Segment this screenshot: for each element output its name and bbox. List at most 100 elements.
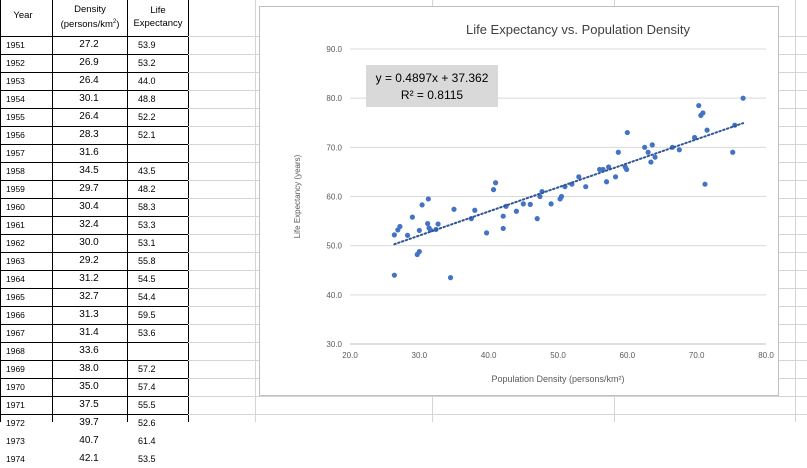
cell-year[interactable]: 1963 bbox=[6, 256, 25, 266]
data-point[interactable] bbox=[615, 149, 621, 155]
data-point[interactable] bbox=[652, 154, 658, 160]
cell-life-expectancy[interactable]: 53.1 bbox=[138, 238, 156, 248]
cell-density[interactable]: 31.2 bbox=[79, 273, 99, 284]
data-point[interactable] bbox=[435, 221, 441, 227]
data-point[interactable] bbox=[416, 248, 422, 255]
cell-density[interactable]: 29.7 bbox=[79, 183, 99, 194]
data-point[interactable] bbox=[425, 220, 431, 227]
data-point[interactable] bbox=[645, 149, 651, 155]
cell-density[interactable]: 31.4 bbox=[79, 327, 99, 338]
cell-density[interactable]: 29.2 bbox=[79, 255, 99, 266]
cell-life-expectancy[interactable]: 44.0 bbox=[138, 76, 156, 86]
cell-year[interactable]: 1968 bbox=[6, 346, 25, 356]
data-point[interactable] bbox=[704, 127, 710, 133]
cell-density[interactable]: 30.1 bbox=[79, 93, 99, 104]
cell-life-expectancy[interactable]: 53.6 bbox=[138, 328, 156, 338]
data-point[interactable] bbox=[404, 232, 411, 238]
cell-density[interactable]: 40.7 bbox=[79, 435, 99, 446]
data-point[interactable] bbox=[696, 102, 702, 109]
cell-density[interactable]: 37.5 bbox=[79, 399, 99, 410]
cell-life-expectancy[interactable]: 57.2 bbox=[138, 364, 156, 374]
trendline-label[interactable]: y = 0.4897x + 37.362 R² = 0.8115 bbox=[366, 65, 498, 107]
cell-year[interactable]: 1951 bbox=[6, 40, 25, 50]
data-point[interactable] bbox=[500, 225, 506, 232]
cell-life-expectancy[interactable]: 57.4 bbox=[138, 382, 156, 392]
cell-life-expectancy[interactable]: 52.6 bbox=[138, 418, 156, 428]
cell-life-expectancy[interactable]: 52.1 bbox=[138, 130, 156, 140]
cell-year[interactable]: 1962 bbox=[6, 238, 25, 248]
data-point[interactable] bbox=[740, 95, 746, 101]
data-point[interactable] bbox=[472, 207, 478, 213]
cell-density[interactable]: 31.3 bbox=[79, 309, 99, 320]
data-point[interactable] bbox=[483, 230, 490, 236]
cell-density[interactable]: 30.0 bbox=[79, 237, 99, 248]
data-point[interactable] bbox=[451, 206, 457, 212]
cell-density[interactable]: 30.4 bbox=[79, 201, 99, 212]
trendline[interactable] bbox=[393, 122, 745, 246]
cell-year[interactable]: 1966 bbox=[6, 310, 25, 320]
data-point[interactable] bbox=[419, 202, 425, 208]
cell-year[interactable]: 1961 bbox=[6, 220, 25, 230]
data-point[interactable] bbox=[391, 272, 397, 278]
cell-year[interactable]: 1969 bbox=[6, 364, 25, 374]
cell-year[interactable]: 1965 bbox=[6, 292, 25, 302]
cell-density[interactable]: 28.3 bbox=[79, 129, 99, 140]
data-point[interactable] bbox=[397, 223, 403, 230]
cell-density[interactable]: 26.4 bbox=[79, 111, 99, 122]
data-point[interactable] bbox=[537, 193, 543, 200]
cell-year[interactable]: 1957 bbox=[6, 148, 25, 158]
cell-life-expectancy[interactable]: 53.3 bbox=[138, 220, 156, 230]
cell-year[interactable]: 1960 bbox=[6, 202, 25, 212]
cell-year[interactable]: 1964 bbox=[6, 274, 25, 284]
data-point[interactable] bbox=[490, 187, 497, 193]
data-point[interactable] bbox=[612, 174, 619, 180]
data-point[interactable] bbox=[603, 179, 610, 185]
cell-year[interactable]: 1971 bbox=[6, 400, 25, 410]
cell-density[interactable]: 26.4 bbox=[79, 75, 99, 86]
cell-life-expectancy[interactable]: 58.3 bbox=[138, 202, 156, 212]
header-density[interactable]: Density (persons/km2) bbox=[52, 3, 128, 39]
cell-density[interactable]: 38.0 bbox=[79, 363, 99, 374]
data-point[interactable] bbox=[425, 196, 431, 202]
data-point[interactable] bbox=[391, 232, 397, 238]
chart-area[interactable]: Life Expectancy vs. Population Density 30… bbox=[259, 6, 779, 396]
cell-year[interactable]: 1954 bbox=[6, 94, 25, 104]
data-point[interactable] bbox=[409, 214, 415, 220]
data-point[interactable] bbox=[500, 213, 506, 219]
cell-life-expectancy[interactable]: 59.5 bbox=[138, 310, 156, 320]
data-point[interactable] bbox=[624, 166, 630, 173]
cell-density[interactable]: 42.1 bbox=[79, 453, 99, 464]
cell-density[interactable]: 33.6 bbox=[79, 345, 99, 356]
cell-life-expectancy[interactable]: 61.4 bbox=[138, 436, 156, 446]
data-point[interactable] bbox=[676, 147, 682, 153]
cell-year[interactable]: 1970 bbox=[6, 382, 25, 392]
cell-density[interactable]: 31.6 bbox=[79, 147, 99, 158]
cell-year[interactable]: 1953 bbox=[6, 76, 25, 86]
cell-life-expectancy[interactable]: 53.5 bbox=[138, 454, 156, 464]
data-point[interactable] bbox=[700, 110, 706, 116]
data-point[interactable] bbox=[606, 164, 612, 170]
data-point[interactable] bbox=[534, 216, 540, 222]
data-point[interactable] bbox=[583, 184, 589, 190]
data-point[interactable] bbox=[600, 166, 606, 173]
cell-life-expectancy[interactable]: 55.8 bbox=[138, 256, 156, 266]
cell-life-expectancy[interactable]: 53.2 bbox=[138, 58, 156, 68]
cell-density[interactable]: 39.7 bbox=[79, 417, 99, 428]
cell-year[interactable]: 1973 bbox=[6, 436, 25, 446]
cell-year[interactable]: 1967 bbox=[6, 328, 25, 338]
data-point[interactable] bbox=[493, 180, 499, 186]
data-point[interactable] bbox=[576, 174, 582, 180]
cell-density[interactable]: 35.0 bbox=[79, 381, 99, 392]
cell-year[interactable]: 1974 bbox=[6, 454, 25, 464]
cell-density[interactable]: 34.5 bbox=[79, 165, 99, 176]
cell-life-expectancy[interactable]: 48.2 bbox=[138, 184, 156, 194]
data-point[interactable] bbox=[730, 149, 736, 155]
data-point[interactable] bbox=[642, 144, 648, 150]
data-point[interactable] bbox=[702, 181, 708, 187]
cell-life-expectancy[interactable]: 53.9 bbox=[138, 40, 156, 50]
data-point[interactable] bbox=[520, 201, 526, 207]
cell-life-expectancy[interactable]: 48.8 bbox=[138, 94, 156, 104]
cell-year[interactable]: 1959 bbox=[6, 184, 25, 194]
cell-life-expectancy[interactable] bbox=[138, 342, 178, 360]
data-point[interactable] bbox=[527, 201, 533, 207]
